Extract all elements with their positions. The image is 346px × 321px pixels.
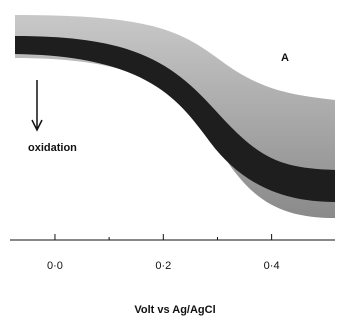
x-tick-label: 0·2	[155, 260, 171, 272]
x-tick-label: 0·0	[47, 260, 63, 272]
annotation: oxidation	[28, 142, 77, 154]
x-tick-label: 0·4	[264, 260, 280, 272]
x-axis-label: Volt vs Ag/AgCl	[134, 304, 215, 316]
annotation: A	[281, 52, 289, 64]
chart: A oxidation Volt vs Ag/AgCl 0·0 0·2 0·4	[0, 0, 346, 321]
